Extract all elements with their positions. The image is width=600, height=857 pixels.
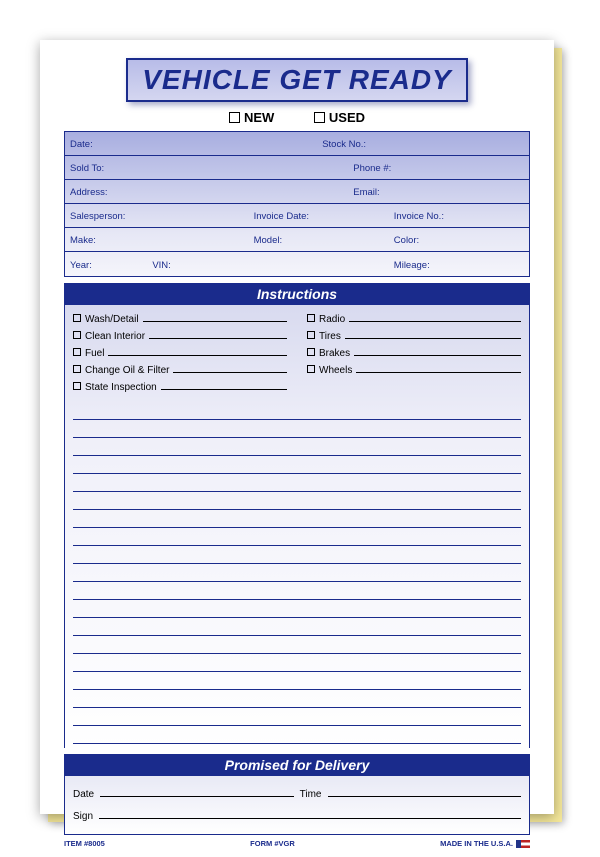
used-label: USED: [329, 110, 365, 125]
checklist-item[interactable]: State Inspection: [73, 379, 287, 396]
instructions-header: Instructions: [64, 283, 530, 305]
form-page: VEHICLE GET READY NEW USED Date: Stock N…: [40, 40, 554, 814]
new-option[interactable]: NEW: [229, 110, 278, 125]
rule-line[interactable]: [73, 564, 521, 582]
rule-line[interactable]: [73, 726, 521, 744]
checkbox-icon[interactable]: [307, 314, 315, 322]
checklist-left: Wash/Detail Clean Interior Fuel Change O…: [73, 311, 287, 396]
footer: ITEM #8005 FORM #VGR MADE IN THE U.S.A.: [64, 839, 530, 848]
model-label: Model:: [254, 235, 283, 246]
rule-line[interactable]: [73, 528, 521, 546]
rule-line[interactable]: [73, 438, 521, 456]
sign-label: Sign: [73, 811, 93, 822]
mileage-label: Mileage:: [394, 260, 430, 271]
new-label: NEW: [244, 110, 274, 125]
checklist-item[interactable]: Change Oil & Filter: [73, 362, 287, 379]
rule-line[interactable]: [73, 690, 521, 708]
rule-line[interactable]: [73, 672, 521, 690]
footer-made: MADE IN THE U.S.A.: [440, 839, 530, 848]
date-label: Date:: [70, 139, 93, 150]
rule-line[interactable]: [73, 708, 521, 726]
rule-line[interactable]: [73, 492, 521, 510]
info-block: Date: Stock No.: Sold To: Phone #: Addre…: [64, 131, 530, 277]
vin-label: VIN:: [152, 260, 170, 271]
checkbox-icon[interactable]: [307, 348, 315, 356]
rule-line[interactable]: [73, 420, 521, 438]
checklist-item[interactable]: Brakes: [307, 345, 521, 362]
checkbox-icon[interactable]: [307, 331, 315, 339]
delivery-time-input[interactable]: [328, 784, 522, 797]
rule-line[interactable]: [73, 510, 521, 528]
rule-line[interactable]: [73, 546, 521, 564]
used-option[interactable]: USED: [314, 110, 365, 125]
checklist-item[interactable]: Radio: [307, 311, 521, 328]
rule-line[interactable]: [73, 474, 521, 492]
checkbox-icon[interactable]: [229, 112, 240, 123]
delivery-date-input[interactable]: [100, 784, 294, 797]
rule-line[interactable]: [73, 456, 521, 474]
rule-line[interactable]: [73, 618, 521, 636]
sign-input[interactable]: [99, 806, 521, 819]
rule-lines: [73, 402, 521, 744]
footer-item: ITEM #8005: [64, 839, 105, 848]
checklist-item[interactable]: Wheels: [307, 362, 521, 379]
delivery-date-label: Date: [73, 789, 94, 800]
phone-label: Phone #:: [353, 163, 391, 174]
footer-form: FORM #VGR: [250, 839, 295, 848]
flag-icon: [516, 840, 530, 848]
rule-line[interactable]: [73, 402, 521, 420]
checklist-item[interactable]: Fuel: [73, 345, 287, 362]
checkbox-icon[interactable]: [73, 314, 81, 322]
checkbox-icon[interactable]: [307, 365, 315, 373]
delivery-time-label: Time: [300, 789, 322, 800]
checkbox-icon[interactable]: [73, 382, 81, 390]
stock-no-label: Stock No.:: [322, 139, 366, 150]
checkbox-icon[interactable]: [314, 112, 325, 123]
sold-to-label: Sold To:: [70, 163, 104, 174]
email-label: Email:: [353, 187, 379, 198]
checklist-item[interactable]: Clean Interior: [73, 328, 287, 345]
checklist-right: Radio Tires Brakes Wheels: [307, 311, 521, 396]
year-label: Year:: [70, 260, 92, 271]
checklist-item[interactable]: Tires: [307, 328, 521, 345]
checkbox-icon[interactable]: [73, 365, 81, 373]
checkbox-icon[interactable]: [73, 331, 81, 339]
condition-row: NEW USED: [64, 110, 530, 125]
rule-line[interactable]: [73, 582, 521, 600]
invoice-no-label: Invoice No.:: [394, 211, 444, 222]
color-label: Color:: [394, 235, 419, 246]
rule-line[interactable]: [73, 600, 521, 618]
checklist-item[interactable]: Wash/Detail: [73, 311, 287, 328]
delivery-header: Promised for Delivery: [64, 754, 530, 776]
rule-line[interactable]: [73, 636, 521, 654]
address-label: Address:: [70, 187, 108, 198]
invoice-date-label: Invoice Date:: [254, 211, 309, 222]
checkbox-icon[interactable]: [73, 348, 81, 356]
page-title: VEHICLE GET READY: [126, 58, 467, 102]
salesperson-label: Salesperson:: [70, 211, 125, 222]
make-label: Make:: [70, 235, 96, 246]
delivery-body: Date Time Sign: [64, 776, 530, 835]
instructions-body: Wash/Detail Clean Interior Fuel Change O…: [64, 305, 530, 748]
rule-line[interactable]: [73, 654, 521, 672]
